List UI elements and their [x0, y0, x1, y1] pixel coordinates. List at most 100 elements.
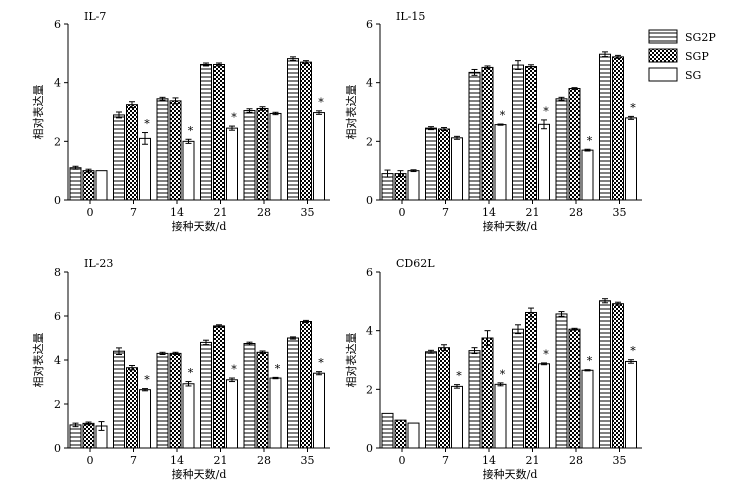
y-tick-label: 0	[366, 194, 373, 207]
bar-sg	[269, 377, 282, 449]
error-bar	[246, 108, 253, 113]
x-tick-label: 35	[301, 454, 315, 467]
error-bar	[203, 62, 209, 67]
x-axis-label: 接种天数/d	[483, 467, 538, 481]
y-tick-label: 2	[54, 398, 61, 411]
y-tick-label: 4	[54, 354, 61, 367]
bar-sg2p	[243, 110, 256, 201]
x-tick-label: 7	[130, 206, 137, 219]
error-bar	[484, 65, 491, 70]
error-bar	[497, 123, 504, 126]
panel-il-15: IL-15 相对表达量 接种天数/d 0 2 4 6 0 7 14 * 21 * 28 * 35 *	[344, 10, 642, 233]
error-bar	[72, 165, 79, 170]
error-bar	[246, 341, 253, 346]
error-bar	[216, 324, 222, 328]
y-tick-label: 6	[366, 266, 373, 279]
y-tick-label: 0	[54, 442, 61, 455]
bar-sg2p	[512, 328, 524, 449]
y-axis-label: 相对表达量	[31, 85, 45, 140]
error-bar	[303, 319, 309, 324]
error-bar	[471, 347, 478, 355]
x-tick-label: 21	[526, 454, 540, 467]
x-tick-label: 21	[214, 454, 228, 467]
error-bar	[484, 330, 491, 346]
significance-marker: *	[144, 118, 150, 131]
x-tick-label: 35	[301, 206, 315, 219]
error-bar	[290, 336, 296, 340]
bar-sg2p	[468, 350, 481, 449]
bar-sgp	[256, 107, 269, 201]
significance-marker: *	[587, 355, 593, 368]
error-bar	[129, 365, 135, 371]
bar-sg	[625, 360, 637, 449]
x-axis-label: 接种天数/d	[483, 219, 538, 233]
error-bar	[272, 376, 279, 380]
bar-sgp	[612, 303, 624, 449]
significance-marker: *	[188, 124, 194, 137]
legend-label-sgp: SGP	[685, 50, 709, 63]
error-bar	[441, 344, 447, 352]
x-tick-label: 7	[442, 454, 449, 467]
bar-sgp	[568, 88, 581, 201]
y-axis-label: 相对表达量	[344, 85, 358, 140]
error-bar	[316, 110, 322, 115]
legend-label-sg2p: SG2P	[685, 31, 716, 44]
x-tick-label: 21	[526, 206, 540, 219]
error-bar	[303, 60, 309, 65]
bar-sgp	[169, 100, 182, 201]
bar-sg	[139, 137, 151, 201]
bar-sg	[538, 123, 550, 201]
plot-area: 0 2 4 6 0 7 * 14 * 21 * 28 35 *	[54, 18, 330, 219]
error-bar	[454, 135, 460, 140]
plot-area: 0 2 4 6 8 0 7 * 14 * 21 * 28 * 35 *	[54, 266, 330, 467]
x-tick-label: 14	[482, 206, 496, 219]
legend-swatch-sgp	[648, 48, 678, 63]
bar-sg	[407, 170, 420, 201]
error-bar	[528, 64, 534, 69]
bar-sg2p	[599, 300, 611, 449]
error-bar	[584, 369, 591, 372]
x-tick-label: 28	[569, 454, 583, 467]
error-bar	[615, 54, 621, 59]
x-tick-label: 28	[257, 454, 271, 467]
bar-sg	[269, 112, 282, 201]
significance-marker: *	[587, 134, 593, 147]
error-bar	[229, 377, 235, 383]
y-tick-label: 8	[54, 266, 61, 279]
error-bar	[471, 68, 478, 76]
bar-sgp	[525, 311, 537, 449]
bar-sg	[625, 117, 637, 201]
error-bar	[515, 60, 521, 70]
error-bar	[316, 371, 322, 376]
error-bar	[116, 111, 122, 119]
y-tick-label: 0	[366, 442, 373, 455]
error-bar	[216, 62, 222, 67]
bar-sgp	[394, 173, 407, 201]
bar-sgp	[256, 351, 269, 449]
x-axis-label: 接种天数/d	[172, 219, 227, 233]
bar-sg	[494, 124, 507, 201]
x-tick-label: 21	[214, 206, 228, 219]
panel-title: IL-23	[84, 257, 113, 270]
error-bar	[528, 307, 534, 318]
bar-sgp	[568, 328, 581, 449]
error-bar	[384, 169, 391, 178]
significance-marker: *	[144, 374, 150, 387]
panel-title: IL-7	[84, 10, 106, 23]
error-bar	[428, 349, 434, 354]
error-bar	[85, 421, 92, 426]
x-tick-label: 0	[87, 454, 94, 467]
bar-sg2p	[425, 127, 437, 201]
bar-sg2p	[200, 63, 212, 201]
panel-il-23: IL-23 相对表达量 接种天数/d 0 2 4 6 8 0 7 * 14 * 21 * 28 * 35 *	[31, 257, 330, 481]
error-bar	[259, 350, 266, 355]
bar-sg	[95, 170, 108, 201]
bar-sg2p	[425, 351, 437, 449]
x-tick-label: 0	[399, 454, 406, 467]
significance-marker: *	[630, 101, 636, 114]
legend-swatch-sg2p	[648, 29, 678, 44]
plot-area: 0 2 4 6 0 7 14 * 21 * 28 * 35 *	[366, 18, 642, 219]
bar-sg2p	[113, 350, 125, 449]
error-bar	[159, 351, 166, 355]
